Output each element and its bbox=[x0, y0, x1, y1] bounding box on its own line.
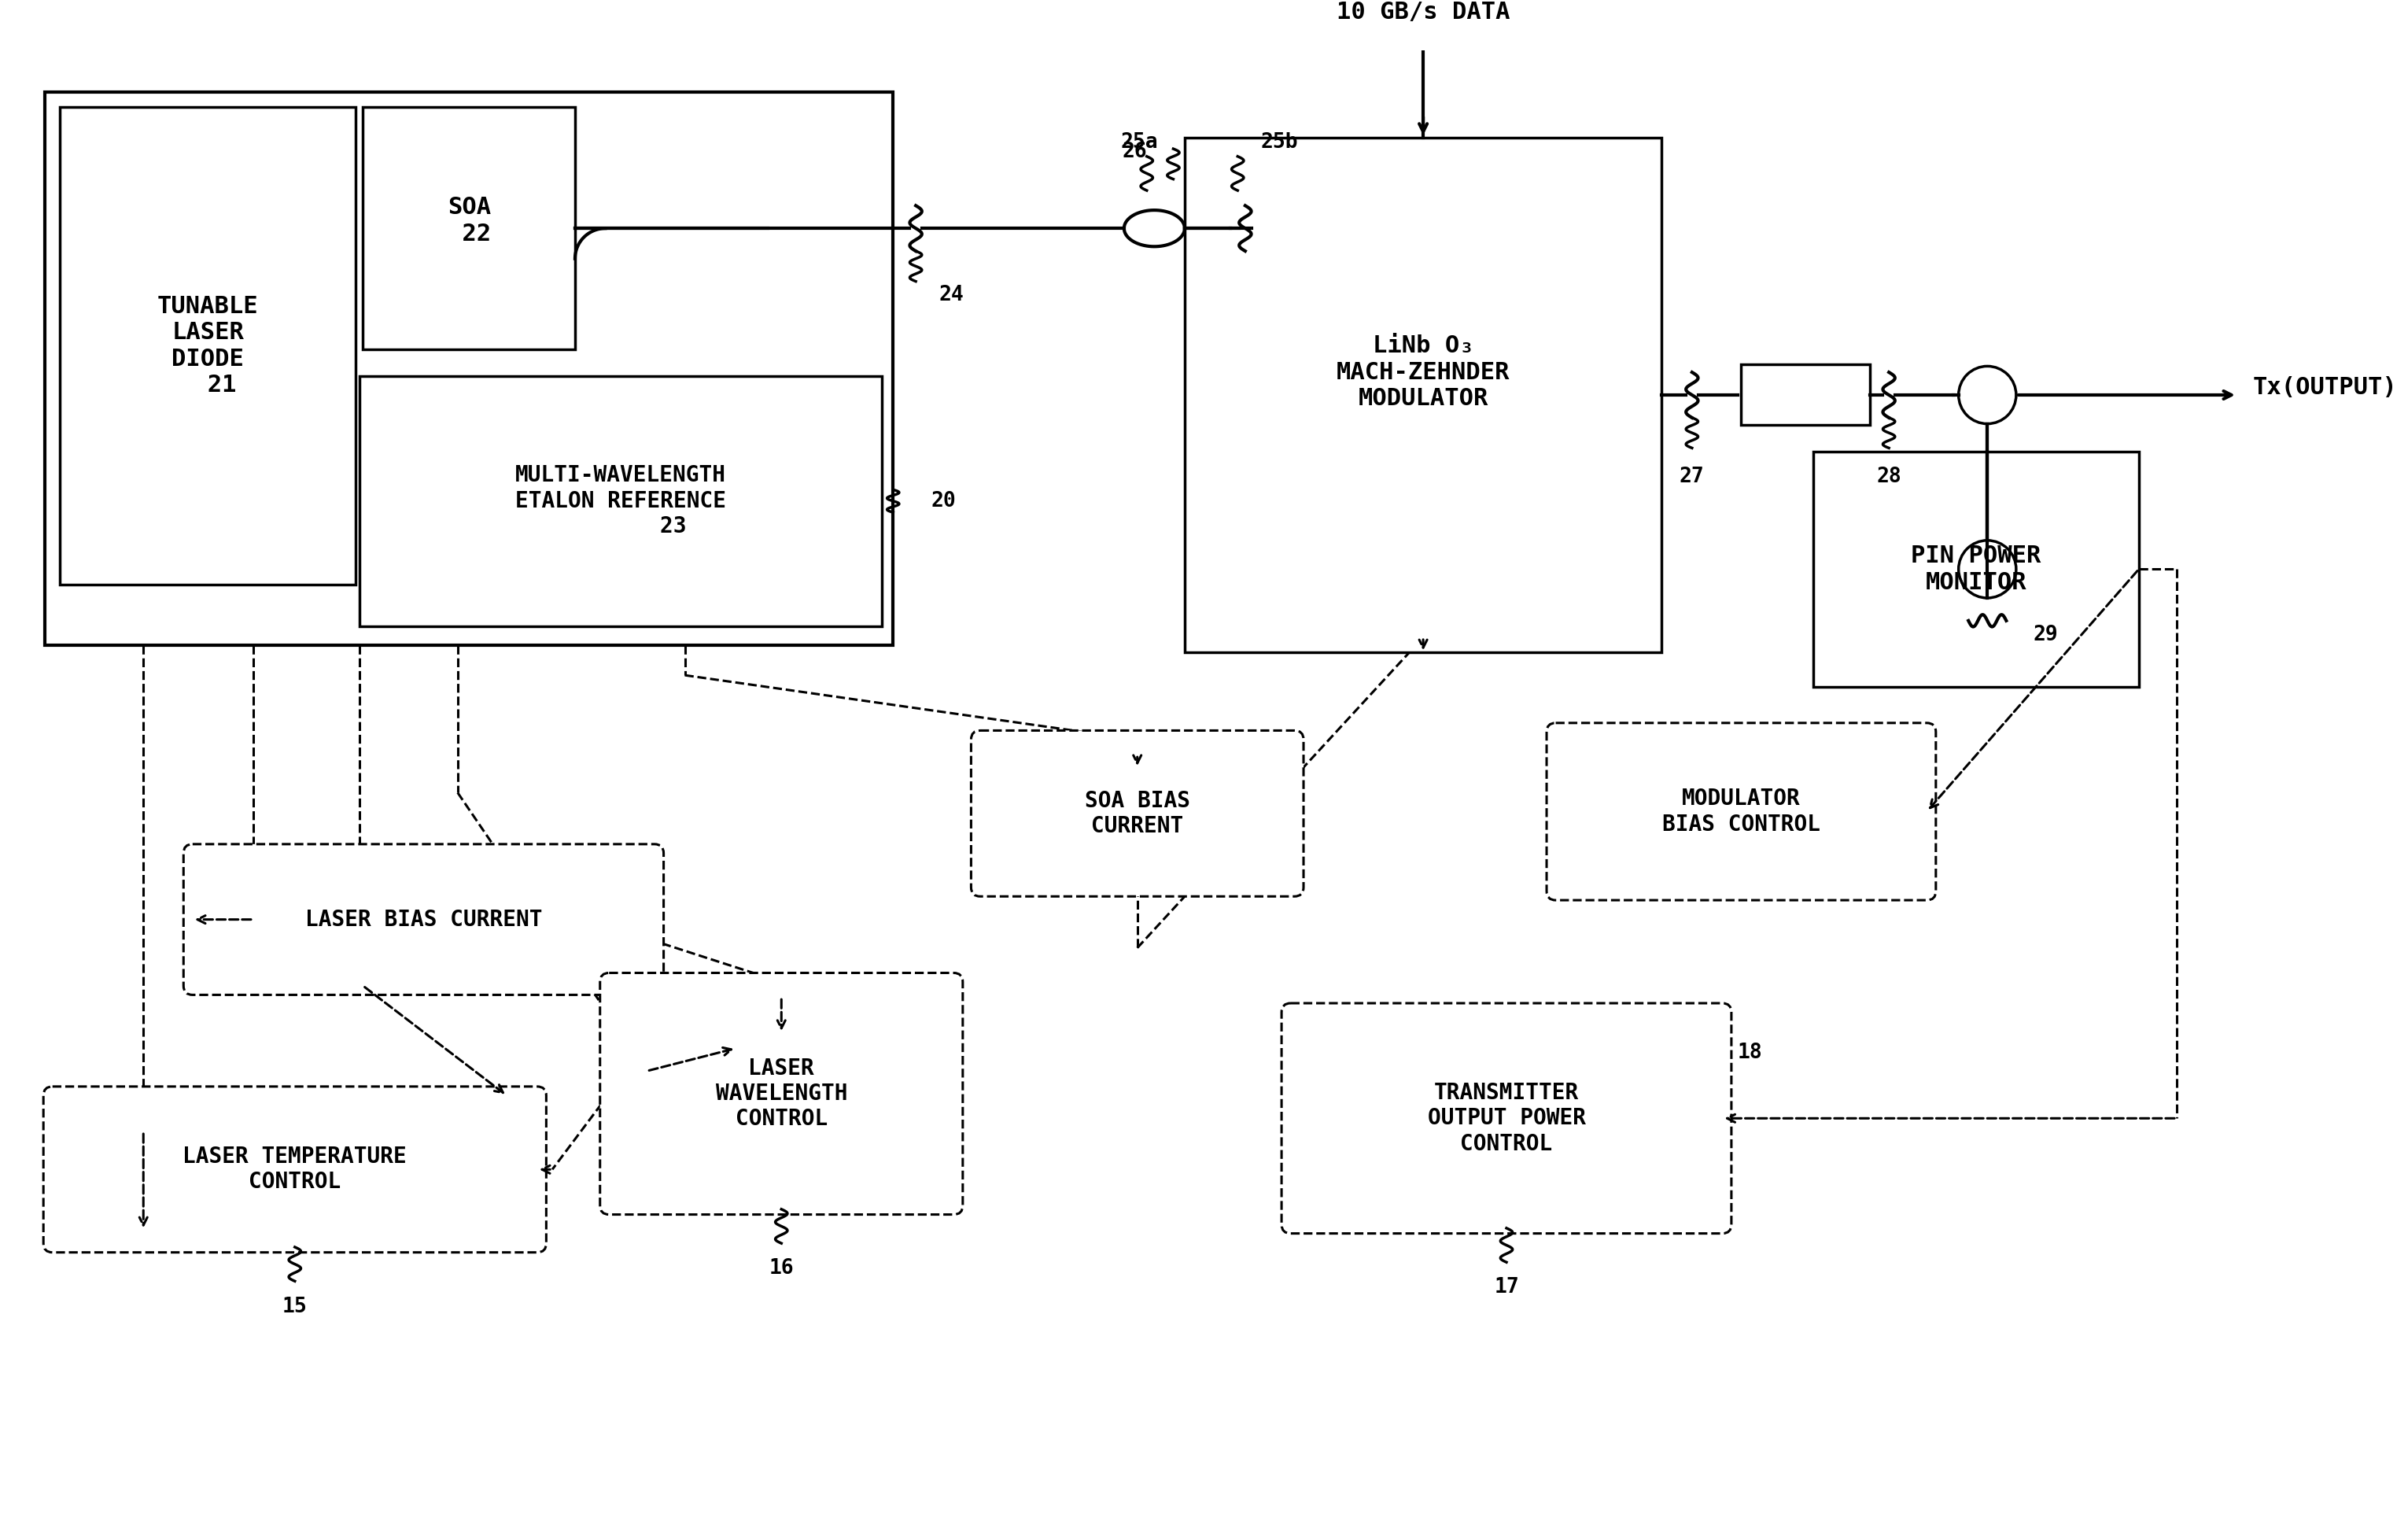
Text: 24: 24 bbox=[939, 285, 963, 305]
Text: TUNABLE
LASER
DIODE
  21: TUNABLE LASER DIODE 21 bbox=[157, 294, 258, 397]
Text: 25b: 25b bbox=[1259, 132, 1298, 153]
Text: MULTI-WAVELENGTH
ETALON REFERENCE
        23: MULTI-WAVELENGTH ETALON REFERENCE 23 bbox=[515, 464, 725, 537]
Text: 10 GB/s DATA: 10 GB/s DATA bbox=[1336, 2, 1510, 24]
Text: TRANSMITTER
OUTPUT POWER
CONTROL: TRANSMITTER OUTPUT POWER CONTROL bbox=[1428, 1082, 1584, 1154]
Text: LASER TEMPERATURE
CONTROL: LASER TEMPERATURE CONTROL bbox=[183, 1145, 407, 1194]
Text: SOA BIAS
CURRENT: SOA BIAS CURRENT bbox=[1084, 790, 1190, 837]
Bar bbox=[60, 108, 356, 584]
Text: MODULATOR
BIAS CONTROL: MODULATOR BIAS CONTROL bbox=[1662, 787, 1820, 836]
Bar bbox=[1185, 138, 1662, 652]
Bar bbox=[1813, 452, 2138, 687]
FancyBboxPatch shape bbox=[183, 843, 665, 995]
Text: 15: 15 bbox=[282, 1297, 308, 1317]
Text: 16: 16 bbox=[768, 1259, 795, 1279]
Text: PIN POWER
MONITOR: PIN POWER MONITOR bbox=[1912, 545, 2042, 593]
Bar bbox=[1741, 364, 1871, 425]
FancyBboxPatch shape bbox=[600, 972, 963, 1215]
Text: 25a: 25a bbox=[1120, 132, 1158, 153]
Text: 28: 28 bbox=[1876, 467, 1902, 487]
Text: SOA
 22: SOA 22 bbox=[448, 196, 491, 246]
Text: 17: 17 bbox=[1493, 1277, 1519, 1299]
Text: Tx(OUTPUT): Tx(OUTPUT) bbox=[2251, 376, 2396, 399]
Text: 26: 26 bbox=[1122, 141, 1146, 162]
Text: LASER BIAS CURRENT: LASER BIAS CURRENT bbox=[306, 909, 542, 930]
Text: 27: 27 bbox=[1678, 467, 1705, 487]
Text: 20: 20 bbox=[932, 492, 956, 511]
FancyBboxPatch shape bbox=[970, 731, 1303, 897]
Bar bbox=[359, 376, 881, 627]
Bar bbox=[364, 108, 576, 349]
FancyBboxPatch shape bbox=[43, 1086, 547, 1253]
Text: LASER
WAVELENGTH
CONTROL: LASER WAVELENGTH CONTROL bbox=[715, 1057, 848, 1130]
Text: LiNb O₃
MACH-ZEHNDER
MODULATOR: LiNb O₃ MACH-ZEHNDER MODULATOR bbox=[1336, 334, 1510, 410]
FancyBboxPatch shape bbox=[1281, 1003, 1731, 1233]
Text: 29: 29 bbox=[2032, 625, 2059, 645]
Bar bbox=[46, 93, 893, 645]
Text: 18: 18 bbox=[1739, 1042, 1763, 1063]
FancyBboxPatch shape bbox=[1546, 724, 1936, 900]
